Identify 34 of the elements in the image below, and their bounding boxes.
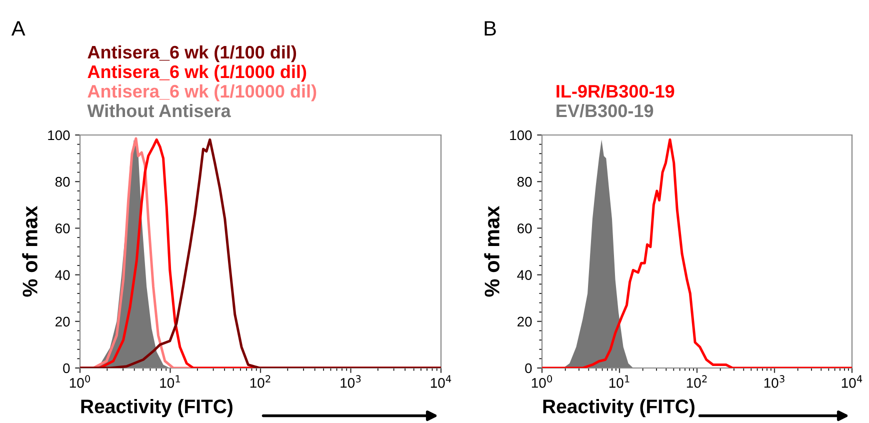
y-tick-label: 0 — [525, 363, 532, 374]
x-tick-label: 10$^{4}$ — [842, 375, 862, 388]
y-tick-label: 40 — [517, 270, 532, 280]
y-tick-label: 20 — [56, 316, 70, 327]
y-tick-label: 0 — [63, 363, 70, 374]
y-tick-label: 100 — [510, 130, 532, 140]
y-tick-label: 60 — [56, 224, 70, 234]
text: IL-9R/B300-19 — [556, 84, 674, 98]
chart-title: A — [11, 21, 26, 36]
x-tick-label: 10$^{3}$ — [764, 375, 784, 388]
text: Antisera_6 wk (1/1000 dil) — [88, 64, 306, 82]
y-tick-label: 60 — [518, 224, 532, 234]
x-tick-label: 10$^{2}$ — [686, 375, 707, 388]
x-tick-label: 10$^{1}$ — [609, 375, 630, 388]
y-tick-label: 80 — [55, 176, 70, 187]
x-tick-label: 10$^{3}$ — [340, 375, 361, 388]
x-tick-label: 10$^{2}$ — [250, 375, 270, 388]
x-tick-label: 10$^{0}$ — [70, 375, 90, 388]
x-tick-label: 10$^{0}$ — [532, 375, 552, 388]
text: Antisera_6 wk (1/100 dil) — [88, 45, 296, 62]
y-tick-label: 80 — [517, 176, 532, 187]
y-tick-label: 100 — [48, 130, 70, 140]
y-axis-title: % of max — [22, 206, 38, 297]
y-tick-label: 20 — [518, 316, 532, 327]
y-tick-label: 40 — [55, 270, 70, 280]
x-tick-label: 10$^{1}$ — [160, 375, 180, 388]
chart-title: B — [484, 21, 496, 36]
text: Antisera_6 wk (1/10000 dil) — [88, 84, 316, 102]
y-axis-title: % of max — [484, 206, 500, 297]
series-label: EV/B300-19 — [556, 104, 654, 118]
text: Without Antisera — [87, 104, 231, 118]
x-axis-title: Reactivity (FITC) — [81, 399, 232, 418]
x-tick-label: 10$^{4}$ — [430, 375, 452, 388]
x-axis-title: Reactivity (FITC) — [543, 399, 694, 418]
